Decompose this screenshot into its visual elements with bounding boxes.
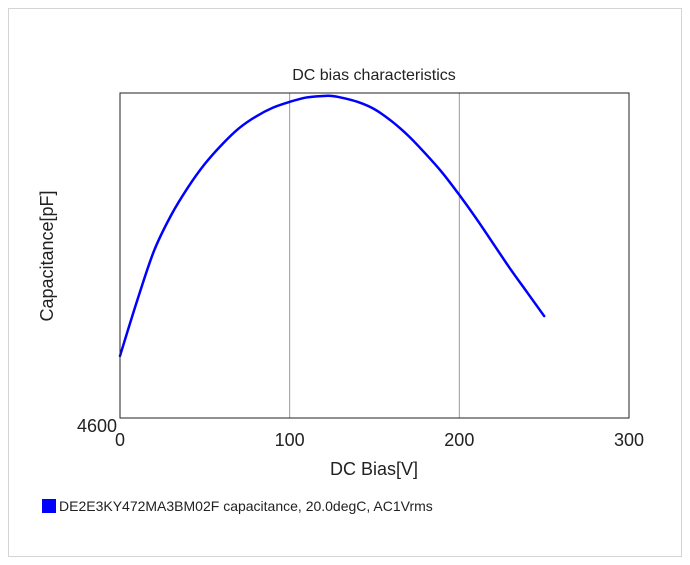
legend: DE2E3KY472MA3BM02F capacitance, 20.0degC…	[42, 498, 433, 514]
plot-area	[119, 92, 630, 419]
y-tick-labels: 4600	[77, 416, 117, 436]
x-tick-label: 100	[275, 430, 305, 450]
y-tick-label: 4600	[77, 416, 117, 436]
x-tick-labels: 0 100 200 300	[115, 430, 644, 450]
chart-title: DC bias characteristics	[292, 67, 456, 84]
x-tick-label: 200	[444, 430, 474, 450]
x-tick-label: 300	[614, 430, 644, 450]
y-axis-label: Capacitance[pF]	[37, 190, 57, 321]
legend-label: DE2E3KY472MA3BM02F capacitance, 20.0degC…	[59, 498, 433, 514]
legend-swatch	[42, 499, 56, 513]
x-tick-label: 0	[115, 430, 125, 450]
series-line	[118, 94, 546, 358]
grid-lines	[289, 93, 460, 418]
x-axis-label: DC Bias[V]	[330, 459, 418, 479]
